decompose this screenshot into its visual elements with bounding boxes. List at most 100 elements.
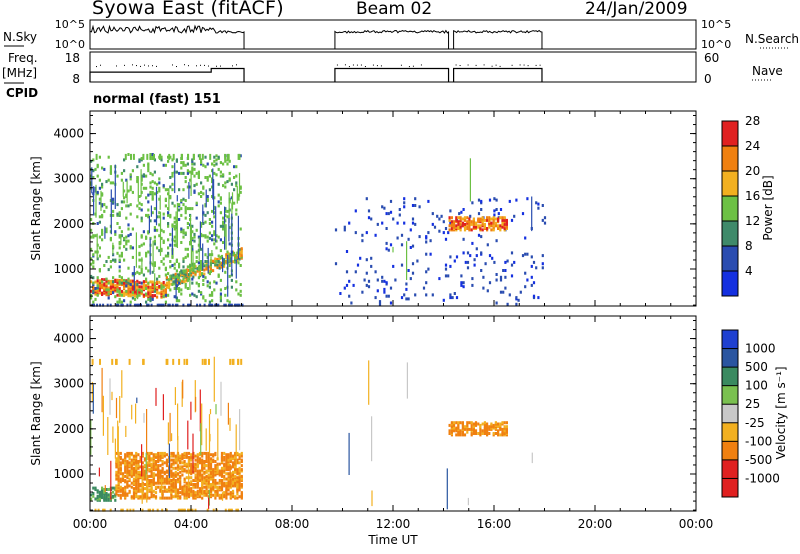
data-cell [205, 489, 208, 493]
data-streak [192, 250, 194, 272]
data-cell [170, 484, 173, 488]
data-cell [385, 212, 388, 216]
data-cell [173, 243, 176, 247]
data-cell [205, 263, 208, 267]
data-cell [171, 165, 174, 169]
data-cell [103, 203, 106, 207]
velocity-colorbar-label: -100 [745, 434, 772, 448]
data-cell [418, 205, 421, 209]
data-cell [238, 488, 241, 492]
data-cell [149, 280, 152, 284]
data-cell [92, 492, 95, 495]
data-cell [160, 282, 163, 286]
data-cell [218, 493, 221, 497]
data-cell [228, 254, 231, 258]
data-cell [90, 235, 93, 239]
data-cell [154, 462, 158, 466]
data-cell [497, 212, 500, 216]
data-cell [222, 162, 225, 166]
data-cell [204, 358, 206, 365]
data-cell [142, 173, 145, 177]
data-cell [226, 180, 229, 184]
data-cell [167, 251, 170, 255]
data-cell [234, 253, 237, 257]
data-cell [449, 255, 452, 259]
data-cell [455, 426, 458, 430]
data-cell [103, 209, 106, 213]
data-cell [120, 254, 123, 258]
data-cell [200, 291, 203, 295]
data-cell [173, 227, 176, 231]
data-cell [515, 296, 518, 300]
freq-tick-left-bottom: 8 [72, 72, 80, 86]
data-cell [227, 492, 230, 496]
data-cell [486, 218, 489, 222]
data-cell [137, 303, 139, 307]
data-cell [167, 246, 170, 250]
data-cell [170, 488, 173, 492]
data-cell [201, 473, 204, 477]
data-cell [223, 303, 226, 307]
data-cell [236, 259, 239, 263]
data-cell [137, 479, 140, 482]
data-streak [182, 379, 184, 399]
data-cell [206, 178, 209, 182]
data-cell [170, 451, 173, 455]
data-cell [91, 358, 94, 365]
data-cell [354, 231, 357, 235]
data-cell [236, 470, 239, 474]
data-streak [135, 403, 137, 424]
data-cell [213, 232, 216, 236]
data-cell [229, 508, 232, 512]
data-cell [173, 262, 176, 266]
data-cell [167, 283, 171, 287]
data-cell [162, 262, 165, 266]
data-cell [182, 265, 185, 269]
data-cell [238, 466, 241, 470]
data-cell [219, 196, 222, 200]
data-cell [90, 497, 93, 501]
data-cell [450, 421, 453, 425]
data-cell [497, 422, 500, 426]
data-cell [431, 212, 434, 216]
data-streak [117, 426, 119, 468]
data-cell [153, 170, 156, 174]
data-cell [147, 508, 150, 512]
data-cell [115, 457, 118, 461]
data-cell [187, 487, 191, 491]
data-cell [116, 212, 119, 216]
data-cell [103, 508, 106, 512]
data-cell [154, 453, 158, 457]
data-cell [370, 264, 373, 268]
data-cell [541, 218, 544, 222]
data-cell [462, 285, 465, 289]
data-cell [213, 155, 216, 159]
data-cell [220, 479, 224, 482]
data-cell [148, 451, 151, 455]
data-cell [129, 188, 132, 192]
data-streak [114, 164, 116, 209]
data-cell [192, 483, 195, 486]
data-cell [151, 270, 154, 274]
data-cell [198, 153, 201, 160]
power-colorbar-swatch [722, 196, 738, 222]
data-cell [107, 288, 110, 292]
data-cell [499, 422, 502, 426]
data-cell [92, 234, 95, 238]
data-cell [94, 280, 97, 284]
nave-dot [360, 64, 362, 66]
data-streak [202, 243, 204, 271]
data-cell [237, 193, 240, 197]
data-cell [220, 265, 223, 269]
data-cell [209, 460, 213, 463]
data-cell [112, 490, 115, 494]
data-cell [146, 153, 149, 160]
data-cell [493, 209, 496, 213]
data-cell [174, 461, 177, 465]
data-cell [218, 263, 221, 267]
data-cell [492, 423, 495, 427]
data-cell [183, 493, 186, 497]
data-cell [136, 279, 139, 283]
data-cell [200, 195, 203, 198]
data-cell [367, 285, 371, 289]
